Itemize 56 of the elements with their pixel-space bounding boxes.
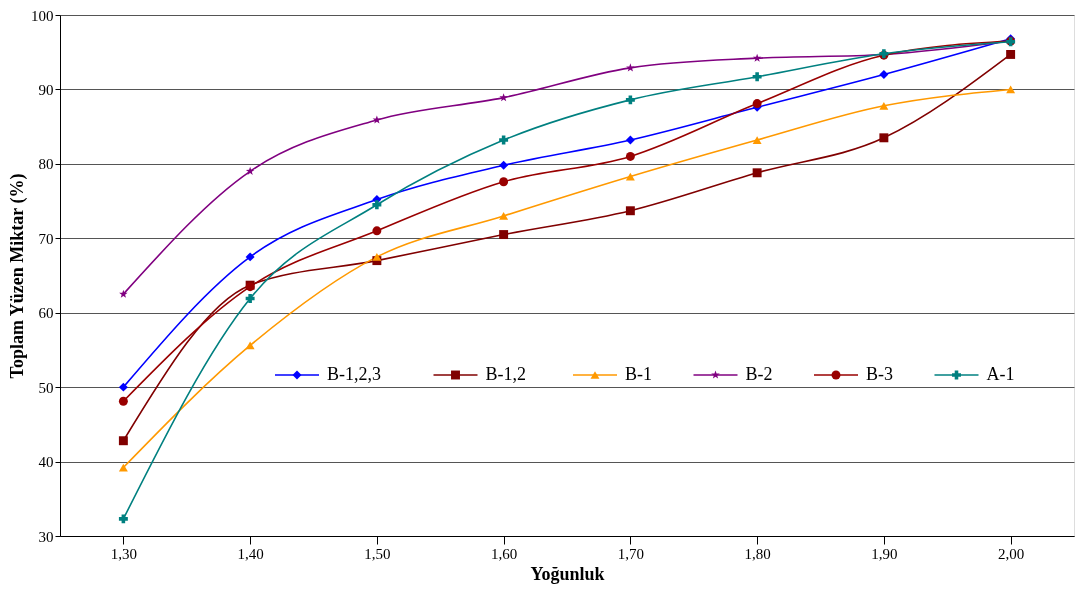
point: [372, 115, 382, 124]
point: [372, 253, 382, 261]
point: [625, 206, 635, 216]
legend-label: A-1: [986, 364, 1015, 384]
point: [499, 160, 509, 170]
point: [879, 101, 889, 110]
point: [499, 177, 509, 187]
x-tick-label: 1,50: [364, 545, 391, 562]
point: [752, 72, 762, 82]
y-tick-label: 100: [31, 7, 54, 24]
point: [879, 133, 889, 143]
y-tick-label: 90: [38, 81, 54, 98]
y-tick-label: 70: [38, 230, 54, 247]
point: [245, 252, 255, 262]
point: [118, 382, 128, 392]
point: [499, 212, 509, 220]
x-tick-label: 2,00: [998, 545, 1025, 562]
point: [499, 93, 508, 102]
y-tick-label: 40: [38, 454, 54, 471]
legend-label: B-1,2: [485, 364, 526, 384]
x-tick-label: 1,60: [491, 545, 518, 562]
point: [372, 200, 382, 210]
legend-label: B-3: [866, 364, 893, 384]
legend-label: B-1,2,3: [327, 364, 381, 384]
point: [752, 136, 762, 144]
legend-label: B-1: [625, 364, 652, 384]
point: [625, 151, 635, 161]
x-tick-label: 1,80: [744, 545, 771, 562]
y-tick-label: 60: [38, 305, 54, 322]
y-axis-title: Toplam Yüzen Miktar (%): [7, 173, 28, 379]
y-tick-label: 80: [38, 156, 54, 173]
point: [118, 514, 128, 524]
point: [625, 95, 635, 105]
point: [499, 135, 509, 145]
point: [879, 70, 889, 80]
legend-label: B-2: [745, 364, 773, 384]
point: [1006, 49, 1016, 59]
point: [245, 341, 255, 350]
point: [625, 135, 635, 145]
point: [372, 226, 382, 236]
point: [118, 436, 128, 446]
point: [119, 289, 128, 298]
x-tick-label: 1,40: [237, 545, 264, 562]
point: [499, 230, 509, 240]
point: [245, 166, 255, 175]
y-tick-label: 30: [38, 528, 54, 545]
x-tick-label: 1,90: [871, 545, 898, 562]
x-axis-title: Yoğunluk: [530, 563, 605, 584]
x-tick-label: 1,70: [617, 545, 644, 562]
point: [626, 63, 635, 72]
y-tick-label: 50: [38, 379, 54, 396]
point: [752, 168, 762, 178]
point: [1006, 85, 1016, 94]
point: [245, 294, 255, 304]
point: [118, 396, 128, 406]
x-tick-label: 1,30: [110, 545, 137, 562]
